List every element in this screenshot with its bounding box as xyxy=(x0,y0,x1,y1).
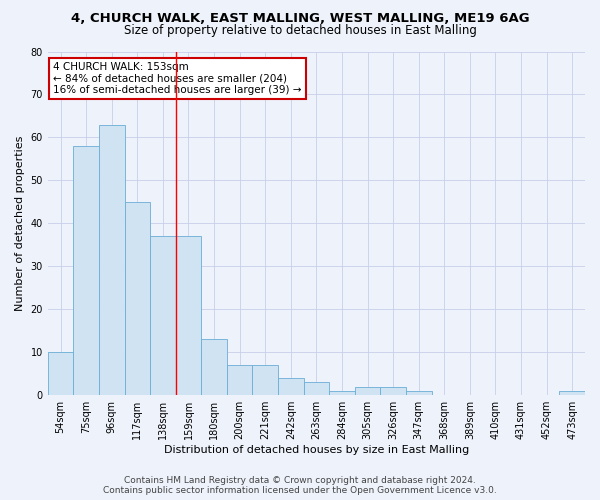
Bar xyxy=(380,386,406,395)
Text: Contains HM Land Registry data © Crown copyright and database right 2024.
Contai: Contains HM Land Registry data © Crown c… xyxy=(103,476,497,495)
Text: 4 CHURCH WALK: 153sqm
← 84% of detached houses are smaller (204)
16% of semi-det: 4 CHURCH WALK: 153sqm ← 84% of detached … xyxy=(53,62,302,95)
Bar xyxy=(73,146,99,395)
Bar xyxy=(150,236,176,395)
Bar xyxy=(48,352,73,395)
Bar xyxy=(304,382,329,395)
Bar xyxy=(253,365,278,395)
Bar xyxy=(559,391,585,395)
Text: 4, CHURCH WALK, EAST MALLING, WEST MALLING, ME19 6AG: 4, CHURCH WALK, EAST MALLING, WEST MALLI… xyxy=(71,12,529,26)
Bar xyxy=(227,365,253,395)
X-axis label: Distribution of detached houses by size in East Malling: Distribution of detached houses by size … xyxy=(164,445,469,455)
Text: Size of property relative to detached houses in East Malling: Size of property relative to detached ho… xyxy=(124,24,476,37)
Bar xyxy=(406,391,431,395)
Bar xyxy=(176,236,201,395)
Bar xyxy=(125,202,150,395)
Bar xyxy=(329,391,355,395)
Y-axis label: Number of detached properties: Number of detached properties xyxy=(15,136,25,311)
Bar xyxy=(355,386,380,395)
Bar xyxy=(201,340,227,395)
Bar xyxy=(278,378,304,395)
Bar xyxy=(99,124,125,395)
